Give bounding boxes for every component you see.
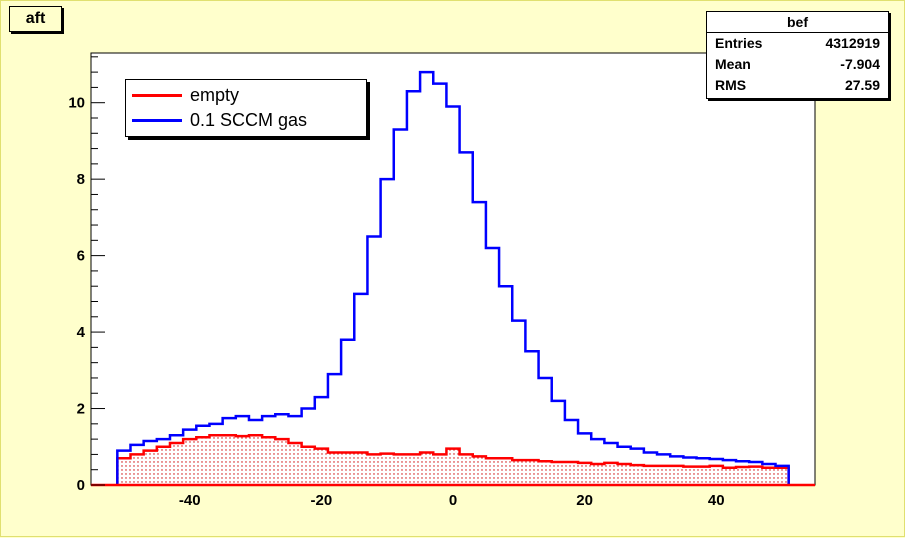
- stats-label: Mean: [715, 56, 751, 72]
- x-tick-label: 0: [449, 492, 457, 509]
- stats-label: Entries: [715, 35, 763, 51]
- x-tick-label: -20: [311, 492, 333, 509]
- legend-label: 0.1 SCCM gas: [190, 110, 308, 130]
- legend-label: empty: [190, 85, 240, 105]
- stats-label: RMS: [715, 77, 747, 93]
- x-tick-label: -40: [179, 492, 201, 509]
- stats-row-rms: RMS 27.59: [707, 75, 888, 96]
- y-tick-label: 10: [68, 95, 85, 112]
- legend-swatch: [132, 93, 182, 97]
- y-tick-label: 6: [77, 248, 85, 265]
- y-tick-label: 0: [77, 477, 85, 494]
- y-tick-label: 2: [77, 401, 85, 418]
- y-tick-label: 4: [77, 324, 86, 341]
- stats-name: bef: [707, 12, 888, 33]
- legend-item-empty: empty: [126, 83, 239, 107]
- legend-item-gas: 0.1 SCCM gas: [126, 108, 307, 132]
- stats-value: -7.904: [840, 56, 880, 72]
- stats-box: bef Entries 4312919 Mean -7.904 RMS 27.5…: [706, 11, 889, 99]
- histogram-title: aft: [9, 6, 62, 32]
- stats-row-mean: Mean -7.904: [707, 54, 888, 75]
- x-tick-label: 20: [576, 492, 593, 509]
- stats-row-entries: Entries 4312919: [707, 33, 888, 54]
- stats-value: 4312919: [825, 35, 880, 51]
- x-tick-label: 40: [708, 492, 725, 509]
- legend-swatch: [132, 118, 182, 122]
- series-line-0: [116, 434, 790, 485]
- stats-value: 27.59: [844, 77, 880, 93]
- y-tick-label: 8: [77, 171, 85, 188]
- series-line-1: [116, 70, 790, 485]
- legend: empty 0.1 SCCM gas: [125, 79, 367, 137]
- series-fill-0: [117, 435, 789, 485]
